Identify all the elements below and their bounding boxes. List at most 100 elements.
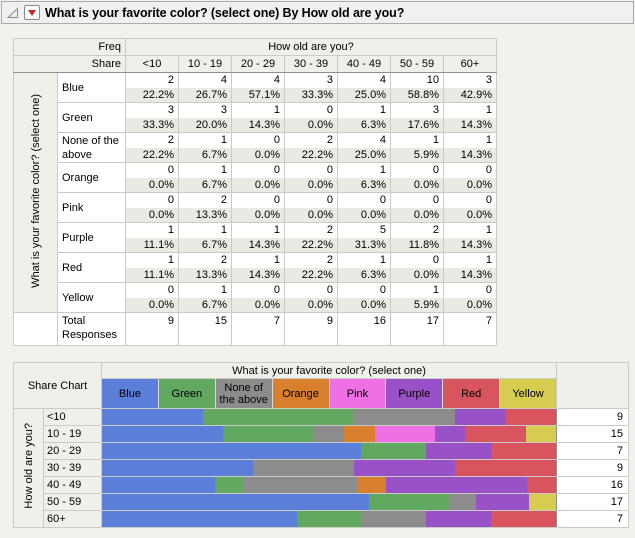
freq-cell: 1 [178,132,232,148]
bar-segment-red[interactable] [491,443,556,459]
legend-item-purple[interactable]: Purple [385,379,443,408]
bar-segment-green[interactable] [202,409,355,425]
row-group-label-text: What is your favorite color? (select one… [29,93,42,288]
share-cell: 0.0% [390,267,444,283]
stacked-bar [102,409,556,425]
bar-segment-blue[interactable] [102,460,254,476]
color-row-label: Green [57,102,126,133]
bar-segment-yellow[interactable] [529,494,556,510]
share-corner-label: Share [13,55,126,73]
chart-row-total: 16 [556,476,629,494]
bar-segment-orange[interactable] [344,426,375,442]
freq-cell: 0 [284,102,338,118]
chart-row-total: 15 [556,425,629,443]
bar-segment-orange[interactable] [357,477,386,493]
bar-segment-none[interactable] [313,426,345,442]
legend-item-pink[interactable]: Pink [328,379,386,408]
bar-segment-purple[interactable] [426,443,492,459]
chart-row-total: 9 [556,459,629,477]
bar-segment-blue[interactable] [102,409,203,425]
total-cell: 7 [231,312,285,346]
share-cell: 33.3% [284,87,338,103]
bar-segment-green[interactable] [223,426,314,442]
stacked-bar [102,494,556,510]
bar-segment-red[interactable] [455,460,556,476]
freq-cell: 3 [178,102,232,118]
bar-segment-none[interactable] [448,494,476,510]
bar-segment-yellow[interactable] [525,426,556,442]
bar-segment-purple[interactable] [354,460,456,476]
bar-segment-red[interactable] [465,426,526,442]
age-column-header: 60+ [443,55,497,73]
freq-cell: 1 [443,102,497,118]
share-cell: 0.0% [231,177,285,193]
freq-cell: 2 [178,192,232,208]
chart-axis-label: How old are you? [13,408,44,528]
report-title: What is your favorite color? (select one… [45,5,405,20]
legend-item-none[interactable]: None of the above [214,379,272,408]
freq-cell: 1 [178,162,232,178]
freq-cell: 0 [337,282,391,298]
bar-segment-purple[interactable] [475,494,530,510]
share-cell: 22.2% [284,147,338,163]
freq-cell: 0 [231,282,285,298]
stacked-bar [102,426,556,442]
bar-segment-blue[interactable] [102,494,369,510]
bar-segment-none[interactable] [253,460,355,476]
bar-segment-red[interactable] [491,511,556,527]
bar-segment-green[interactable] [368,494,449,510]
bar-segment-blue[interactable] [102,426,224,442]
chart-row-total: 7 [556,510,629,528]
bar-segment-purple[interactable] [426,511,492,527]
color-row-label: Orange [57,162,126,193]
share-chart: Share Chart What is your favorite color?… [13,362,629,528]
stacked-bar [102,477,556,493]
freq-cell: 2 [178,252,232,268]
color-row-label: Yellow [57,282,126,313]
freq-cell: 0 [390,192,444,208]
bar-segment-none[interactable] [243,477,358,493]
bar-segment-purple[interactable] [434,426,466,442]
bar-segment-pink[interactable] [374,426,435,442]
chart-bar-cell [101,510,557,528]
bar-segment-purple[interactable] [455,409,506,425]
chart-legend: Blue Green None of the above Orange Pink Purp… [101,378,557,409]
freq-cell: 3 [125,102,179,118]
bar-segment-red[interactable] [505,409,556,425]
bar-segment-green[interactable] [361,443,427,459]
legend-item-green[interactable]: Green [157,379,215,408]
age-column-header: <10 [125,55,179,73]
age-column-header: 40 - 49 [337,55,391,73]
freq-cell: 2 [284,252,338,268]
bar-segment-green[interactable] [215,477,244,493]
share-cell: 0.0% [284,207,338,223]
freq-cell: 0 [125,192,179,208]
share-cell: 6.7% [178,177,232,193]
freq-cell: 0 [284,162,338,178]
bar-segment-blue[interactable] [102,477,216,493]
bar-segment-green[interactable] [296,511,362,527]
freq-cell: 1 [337,162,391,178]
freq-cell: 1 [337,252,391,268]
legend-item-red[interactable]: Red [442,379,500,408]
share-cell: 13.3% [178,267,232,283]
share-cell: 0.0% [231,147,285,163]
bar-segment-blue[interactable] [102,511,297,527]
legend-item-orange[interactable]: Orange [271,379,329,408]
disclosure-button[interactable] [7,6,19,19]
share-cell: 6.3% [337,267,391,283]
freq-cell: 0 [443,192,497,208]
freq-cell: 0 [231,132,285,148]
bar-segment-none[interactable] [361,511,427,527]
bar-segment-purple[interactable] [385,477,528,493]
red-triangle-menu-button[interactable] [24,5,40,20]
legend-item-yellow[interactable]: Yellow [499,379,556,408]
bar-segment-blue[interactable] [102,443,362,459]
freq-cell: 1 [125,252,179,268]
total-cell: 9 [284,312,338,346]
bar-segment-red[interactable] [527,477,556,493]
legend-item-blue[interactable]: Blue [102,379,158,408]
stacked-bar [102,511,556,527]
share-cell: 25.0% [337,147,391,163]
bar-segment-none[interactable] [354,409,456,425]
